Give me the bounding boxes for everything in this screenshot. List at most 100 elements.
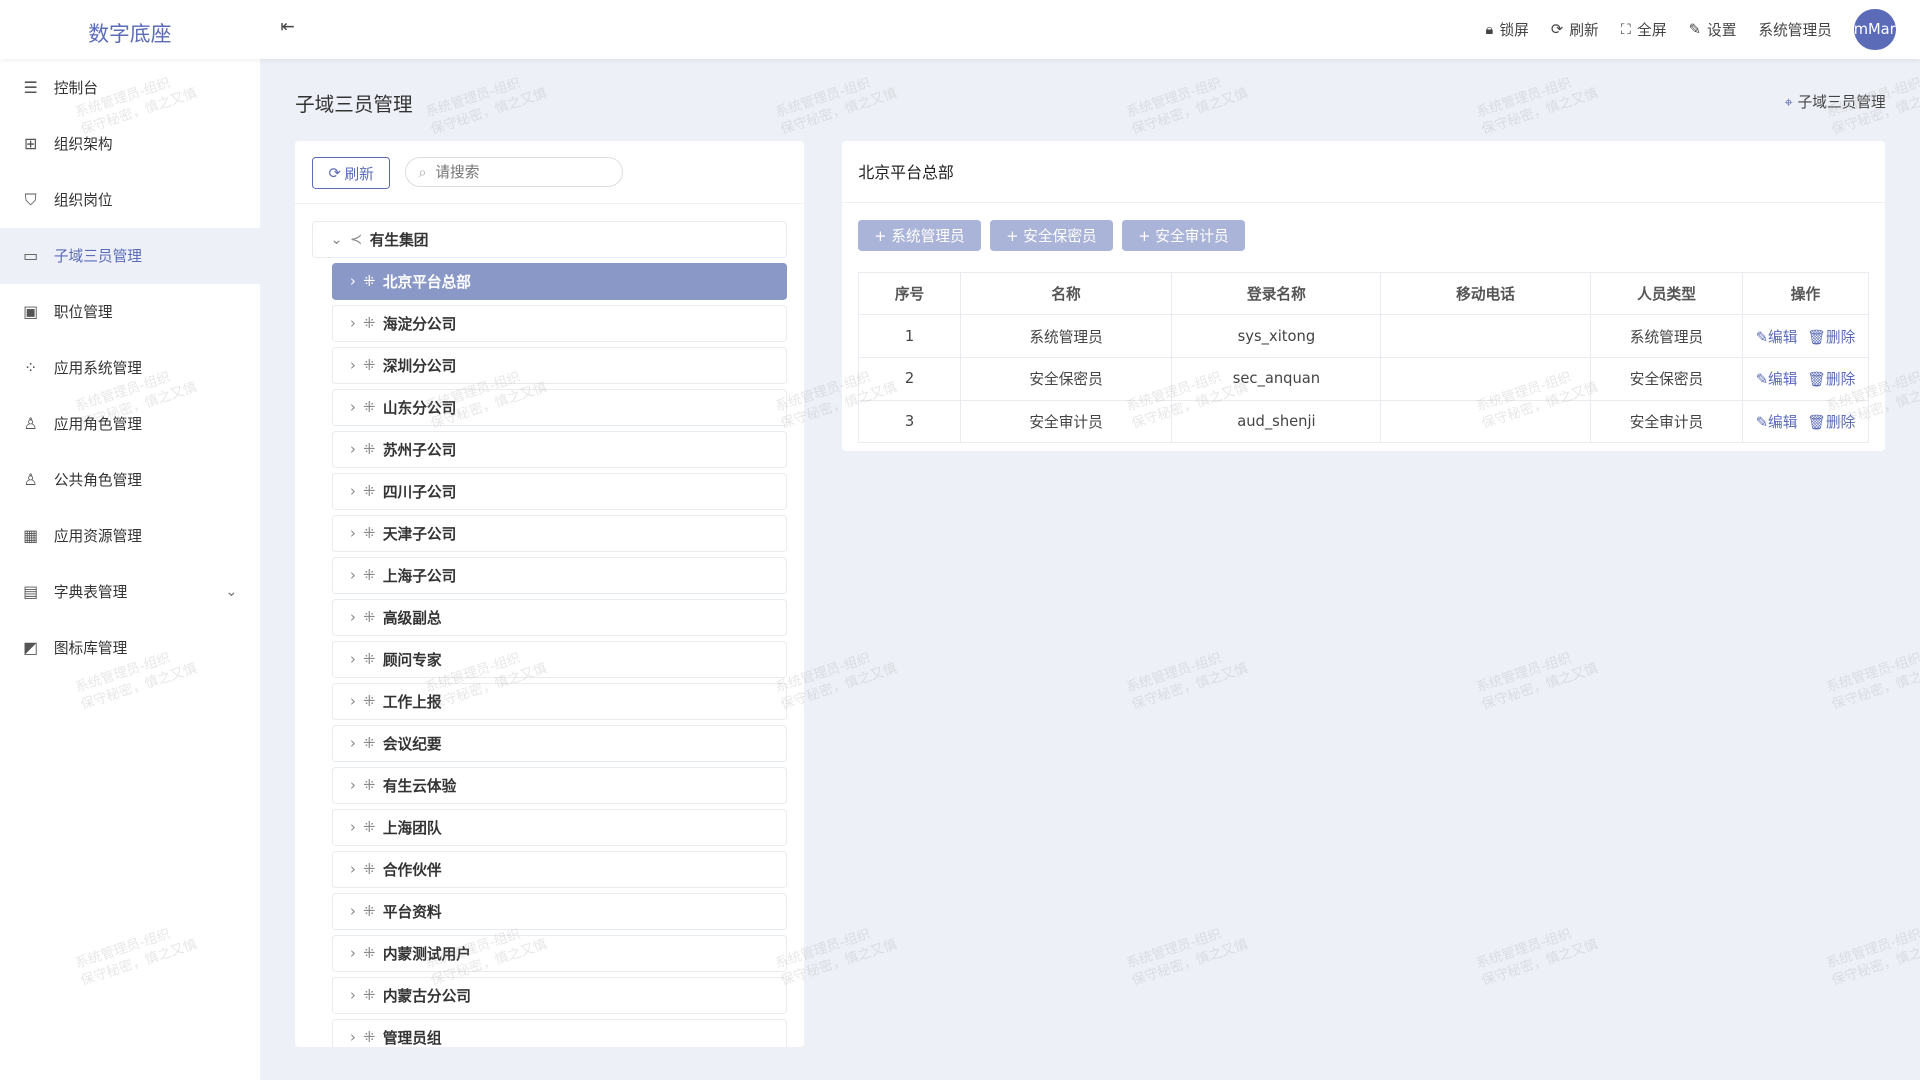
sidebar-item-4[interactable]: ▣ 职位管理: [0, 284, 260, 340]
settings-label: 设置: [1707, 21, 1737, 39]
tree-node[interactable]: › ⁜ 顾问专家: [331, 641, 788, 678]
watermark-line: 系统管理员-组织: [1824, 926, 1920, 972]
chevron-down-icon: ⌄: [330, 231, 343, 249]
sidebar-item-label: 组织岗位: [53, 192, 113, 210]
sidebar-item-label: 公共角色管理: [53, 472, 142, 490]
sidebar-item-1[interactable]: ⊞ 组织架构: [0, 116, 260, 172]
tree-node[interactable]: › ⁜ 深圳分公司: [331, 347, 788, 385]
search-input[interactable]: [432, 162, 597, 182]
tree-node[interactable]: › ⁜ 工作上报: [331, 683, 788, 720]
cell-phone: [1380, 314, 1591, 359]
watermark-line: 保守秘密，慎之又慎: [429, 86, 550, 139]
cell-login: aud_shenji: [1171, 399, 1382, 444]
sidebar-item-10[interactable]: ◩ 图标库管理: [0, 620, 260, 676]
watermark: 系统管理员-组织 保守秘密，慎之又慎: [1124, 643, 1251, 715]
tree-node[interactable]: › ⁜ 北京平台总部: [331, 263, 788, 301]
add-secadmin-button[interactable]: + 安全保密员: [990, 220, 1113, 251]
tree-node[interactable]: › ⁜ 合作伙伴: [331, 851, 788, 888]
lock-screen-button[interactable]: 🔒︎ 锁屏: [1486, 19, 1529, 40]
sidebar-item-6[interactable]: ♙ 应用角色管理: [0, 396, 260, 452]
watermark-line: 系统管理员-组织: [1124, 75, 1223, 121]
settings-button[interactable]: ✎ 设置: [1689, 19, 1737, 40]
edit-button[interactable]: ✎编辑: [1756, 371, 1798, 388]
add-sysadmin-button[interactable]: + 系统管理员: [858, 220, 981, 251]
chevron-right-icon: ›: [349, 819, 356, 837]
sidebar-item-0[interactable]: ☰ 控制台: [0, 60, 260, 116]
tree-node[interactable]: › ⁜ 高级副总: [331, 599, 788, 636]
tree-node[interactable]: › ⁜ 有生云体验: [331, 767, 788, 804]
cell-actions: ✎编辑 🗑︎删除: [1742, 357, 1869, 401]
menu-fold-icon[interactable]: ⇤: [280, 17, 295, 38]
breadcrumb-text: 子域三员管理: [1797, 93, 1886, 111]
cluster-icon: ⁜: [363, 315, 376, 333]
delete-button[interactable]: 🗑︎删除: [1807, 414, 1855, 431]
tree-node[interactable]: › ⁜ 内蒙古分公司: [331, 977, 788, 1014]
col-no: 序号: [858, 271, 961, 316]
sidebar-item-2[interactable]: ⛉ 组织岗位: [0, 172, 260, 228]
breadcrumb: ⌖ 子域三员管理: [1785, 91, 1886, 112]
cluster-icon: ⁜: [363, 399, 376, 417]
cell-no: 1: [858, 314, 961, 359]
tree-node[interactable]: › ⁜ 海淀分公司: [331, 305, 788, 343]
sidebar-item-3[interactable]: ▭ 子域三员管理: [0, 227, 260, 284]
chevron-right-icon: ›: [349, 903, 356, 920]
edit-label: 编辑: [1768, 328, 1798, 346]
cell-phone: [1380, 399, 1591, 444]
watermark-line: 保守秘密，慎之又慎: [1480, 86, 1600, 139]
top-bar: 数字底座 ⇤ 🔒︎ 锁屏 ⟳ 刷新 ⛶ 全屏 ✎ 设置 系统管理员 mMar: [0, 0, 1920, 59]
tree-node[interactable]: › ⁜ 平台资料: [331, 893, 788, 930]
tree-node[interactable]: › ⁜ 上海团队: [331, 809, 788, 846]
sidebar-item-label: 子域三员管理: [53, 248, 142, 266]
tree-node[interactable]: › ⁜ 山东分公司: [331, 389, 788, 427]
tree-node[interactable]: › ⁜ 四川子公司: [331, 473, 788, 511]
tree-node[interactable]: › ⁜ 天津子公司: [331, 515, 788, 553]
cell-no: 3: [858, 399, 961, 444]
watermark: 系统管理员-组织 保守秘密，慎之又慎: [1474, 643, 1601, 715]
col-phone: 移动电话: [1380, 271, 1591, 316]
window-icon: ▭: [23, 246, 39, 266]
user-name[interactable]: 系统管理员: [1758, 21, 1832, 39]
edit-button[interactable]: ✎编辑: [1756, 414, 1798, 431]
chevron-right-icon: ›: [349, 693, 356, 711]
chevron-right-icon: ›: [349, 567, 356, 585]
sliders-icon: ☰: [23, 78, 38, 98]
delete-button[interactable]: 🗑︎删除: [1807, 329, 1855, 346]
tree-node-root[interactable]: ⌄ ≺ 有生集团: [312, 221, 788, 259]
tree-node-label: 工作上报: [382, 694, 442, 712]
refresh-button[interactable]: ⟳ 刷新: [1551, 19, 1599, 40]
tree-refresh-button[interactable]: ⟳ 刷新: [312, 156, 391, 190]
cell-type: 安全保密员: [1589, 357, 1744, 401]
tree-node-label: 内蒙古分公司: [382, 987, 471, 1005]
tree-node[interactable]: › ⁜ 苏州子公司: [331, 431, 788, 469]
watermark: 系统管理员-组织 保守秘密，慎之又慎: [774, 68, 901, 140]
tree-node[interactable]: › ⁜ 管理员组: [331, 1019, 788, 1047]
watermark-line: 保守秘密，慎之又慎: [1480, 661, 1600, 714]
chevron-right-icon: ›: [349, 735, 356, 753]
sidebar-item-8[interactable]: ▦ 应用资源管理: [0, 508, 260, 564]
tree-node[interactable]: › ⁜ 会议纪要: [331, 725, 788, 762]
sidebar-item-7[interactable]: ♙ 公共角色管理: [0, 452, 260, 508]
tree-node[interactable]: › ⁜ 内蒙测试用户: [331, 935, 788, 972]
chevron-right-icon: ›: [349, 315, 356, 333]
cell-phone: [1380, 357, 1591, 401]
avatar[interactable]: mMar: [1853, 8, 1896, 51]
sidebar-item-9[interactable]: ▤ 字典表管理 ⌄: [0, 564, 260, 620]
chevron-right-icon: ›: [349, 357, 356, 375]
watermark-line: 保守秘密，慎之又慎: [1830, 661, 1920, 714]
delete-button[interactable]: 🗑︎删除: [1807, 371, 1855, 388]
tree-node[interactable]: › ⁜ 上海子公司: [331, 557, 788, 594]
edit-button[interactable]: ✎编辑: [1756, 329, 1798, 346]
chevron-right-icon: ›: [349, 441, 356, 459]
cluster-icon: ⁜: [363, 483, 376, 501]
fullscreen-button[interactable]: ⛶ 全屏: [1621, 19, 1667, 40]
search-icon: ⌕: [418, 163, 427, 181]
tree-node-label: 山东分公司: [382, 400, 457, 418]
sidebar: ☰ 控制台 ⊞ 组织架构 ⛉ 组织岗位 ▭ 子域三员管理 ▣ 职位管理 ⁘ 应用系统管理 ♙ 应用角色管理…: [0, 58, 260, 1080]
org-tree-panel: ⟳刷新 ⌕ ⌄ ≺ 有生集团 › ⁜ 北京平台总部 › ⁜ 海淀分公司 › ⁜ 深圳分公司 › ⁜ 山东分公…: [295, 140, 805, 1047]
shield-user-icon: ⛉: [24, 189, 37, 209]
sidebar-item-5[interactable]: ⁘ 应用系统管理: [0, 340, 260, 396]
add-auditor-button[interactable]: + 安全审计员: [1122, 220, 1245, 251]
delete-label: 删除: [1825, 413, 1856, 431]
edit-icon: ✎: [1755, 328, 1769, 346]
tree-node-label: 有生集团: [369, 232, 429, 250]
